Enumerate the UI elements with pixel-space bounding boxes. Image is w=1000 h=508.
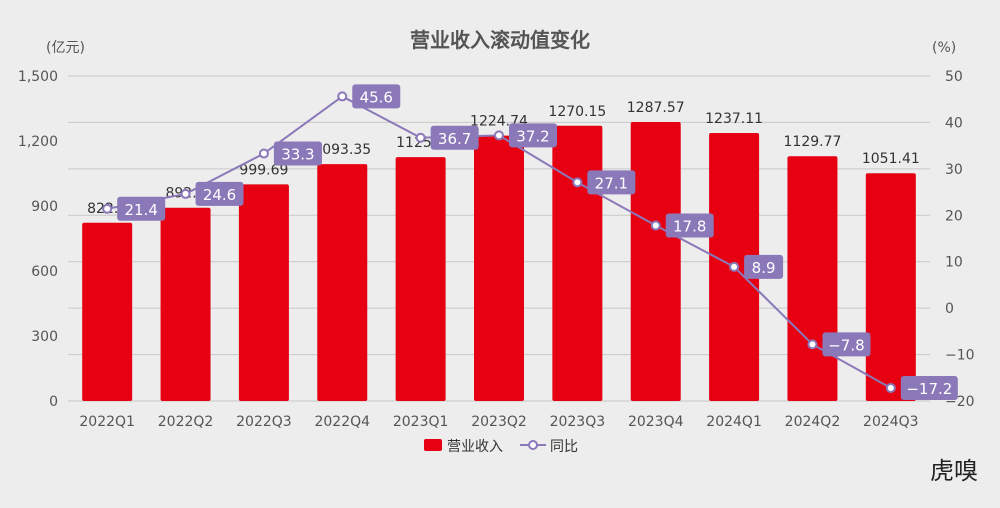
x-tick-label: 2024Q3 <box>863 414 919 430</box>
yoy-label-box <box>195 181 244 206</box>
x-tick-label: 2024Q1 <box>706 414 762 430</box>
yoy-label-box <box>665 213 714 238</box>
bar-value-label: 1237.11 <box>705 111 763 127</box>
yoy-point <box>494 130 504 141</box>
bar-2024Q2 <box>787 156 838 401</box>
x-tick-label: 2022Q3 <box>236 414 292 430</box>
x-tick-label: 2022Q4 <box>314 414 370 430</box>
watermark-logo: 虎嗅 <box>930 457 978 485</box>
right-tick-label: 50 <box>945 69 963 85</box>
yoy-value-label: 45.6 <box>360 88 393 106</box>
yoy-label-box <box>430 125 479 150</box>
yoy-point <box>415 132 426 143</box>
bar-2023Q2 <box>474 135 524 402</box>
yoy-value-label: 8.9 <box>752 259 776 277</box>
bar-value-label: 1287.57 <box>627 100 685 116</box>
right-tick-label: 0 <box>945 301 954 317</box>
chart-title: 营业收入滚动值变化 <box>410 28 590 52</box>
yoy-value-label: 21.4 <box>124 201 157 219</box>
yoy-point <box>650 220 661 231</box>
left-tick-label: 900 <box>31 199 58 215</box>
left-tick-label: 600 <box>31 264 58 280</box>
yoy-value-label: 37.2 <box>516 127 549 145</box>
yoy-value-label: 24.6 <box>203 186 236 204</box>
bar-2022Q1 <box>82 222 133 401</box>
yoy-value-label: −7.8 <box>828 336 864 354</box>
left-tick-label: 1,500 <box>18 69 58 85</box>
left-tick-label: 1,200 <box>18 134 58 150</box>
x-tick-label: 2023Q1 <box>393 414 449 430</box>
bar-2023Q4 <box>630 122 681 402</box>
yoy-label-box <box>900 376 958 400</box>
bar-value-label: 1270.15 <box>548 104 606 120</box>
yoy-label-box <box>587 170 636 195</box>
right-tick-label: 30 <box>945 162 963 178</box>
left-tick-label: 300 <box>31 329 58 345</box>
x-tick-label: 2022Q1 <box>79 414 135 430</box>
yoy-point <box>885 383 896 393</box>
yoy-value-label: 36.7 <box>438 130 471 148</box>
x-tick-label: 2023Q3 <box>550 414 606 430</box>
bar-value-label: 999.69 <box>239 162 288 178</box>
bar-2022Q2 <box>160 207 211 401</box>
right-tick-label: 20 <box>945 208 963 224</box>
bar-value-label: 1051.41 <box>862 151 920 167</box>
bar-2023Q1 <box>395 157 446 401</box>
left-tick-label: 0 <box>49 394 58 410</box>
yoy-point <box>180 188 191 199</box>
right-tick-label: 10 <box>945 255 963 271</box>
yoy-value-label: 17.8 <box>673 218 706 236</box>
yoy-point <box>258 148 269 159</box>
yoy-value-label: −17.2 <box>906 380 952 398</box>
right-axis-unit: (%) <box>932 40 956 56</box>
yoy-label-box <box>509 123 557 148</box>
yoy-point <box>572 177 583 188</box>
bar-2023Q3 <box>552 125 603 401</box>
yoy-label-box <box>352 84 401 109</box>
yoy-point <box>729 261 740 272</box>
bar-2024Q3 <box>865 173 916 401</box>
bar-value-label: 1093.35 <box>313 142 371 158</box>
yoy-label-box <box>273 141 322 166</box>
yoy-point <box>807 339 818 350</box>
x-tick-label: 2023Q4 <box>628 414 684 430</box>
bar-value-label: 1129.77 <box>784 134 842 150</box>
yoy-value-label: 33.3 <box>281 146 314 164</box>
yoy-label-box <box>117 196 166 221</box>
bar-2022Q3 <box>238 184 289 401</box>
yoy-value-label: 27.1 <box>595 174 628 192</box>
right-tick-label: −10 <box>945 348 975 364</box>
yoy-point <box>102 203 113 214</box>
x-tick-label: 2024Q2 <box>785 414 841 430</box>
x-tick-label: 2022Q2 <box>158 414 214 430</box>
right-tick-label: 40 <box>945 115 963 131</box>
legend-bar-swatch <box>424 439 442 451</box>
legend-bar-label: 营业收入 <box>447 439 503 455</box>
bar-2022Q4 <box>317 164 368 401</box>
yoy-label-box <box>822 332 871 357</box>
x-tick-label: 2023Q2 <box>471 414 527 430</box>
yoy-point <box>337 91 348 102</box>
left-axis-unit: (亿元) <box>46 40 85 56</box>
legend-line-marker <box>528 440 538 450</box>
legend-line-label: 同比 <box>550 439 578 455</box>
yoy-label-box <box>744 254 784 279</box>
